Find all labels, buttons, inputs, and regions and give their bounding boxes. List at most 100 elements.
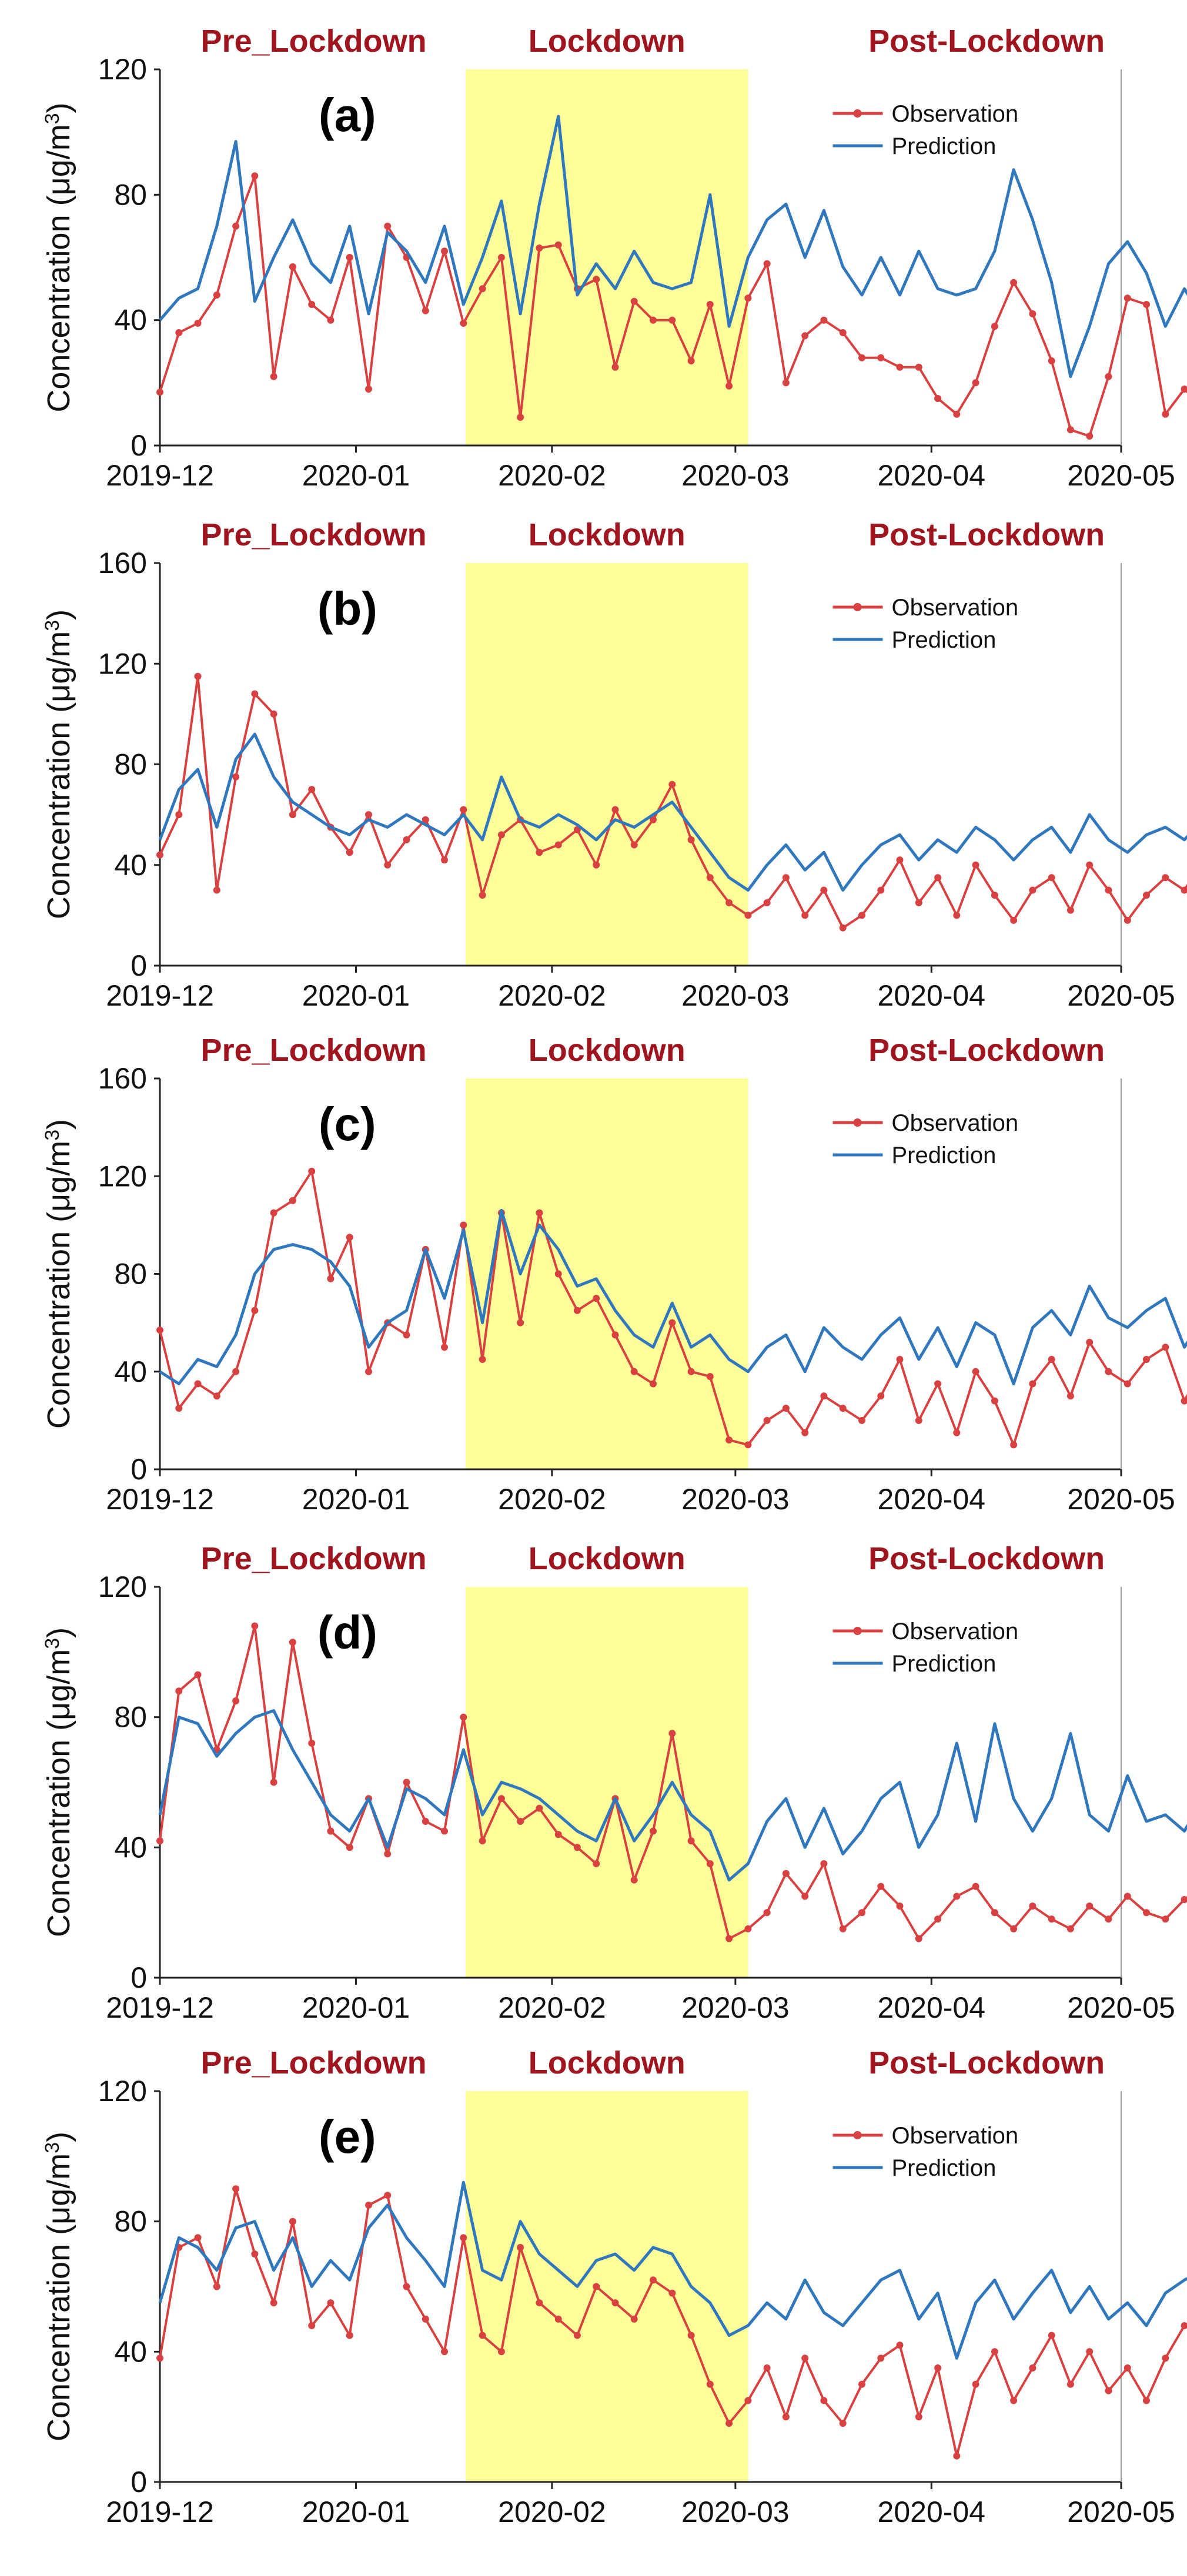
observation-point <box>801 332 809 340</box>
observation-point <box>896 1902 904 1910</box>
observation-point <box>650 2276 657 2284</box>
observation-point <box>346 2332 353 2339</box>
y-tick-label: 40 <box>114 304 147 337</box>
observation-point <box>706 301 714 308</box>
observation-point <box>384 1850 392 1858</box>
observation-point <box>953 2452 961 2460</box>
phase-label-post-lockdown: Post-Lockdown <box>868 24 1105 59</box>
observation-point <box>1086 433 1094 440</box>
observation-point <box>877 2354 885 2362</box>
observation-point <box>593 1295 600 1302</box>
y-tick-label: 40 <box>114 849 147 882</box>
observation-point <box>877 886 885 894</box>
observation-point <box>327 1275 335 1282</box>
observation-point <box>858 354 865 361</box>
observation-point <box>554 1270 562 1278</box>
observation-point <box>782 1870 790 1877</box>
observation-point <box>327 2299 335 2307</box>
observation-point <box>915 2413 922 2421</box>
panel-c: Pre_Lockdown Lockdown Post-Lockdown 0 40 80 12… <box>41 1033 1187 1516</box>
observation-point <box>915 899 922 906</box>
y-tick-label: 0 <box>131 1453 147 1486</box>
phase-label-post-lockdown: Post-Lockdown <box>868 2045 1105 2081</box>
observation-point <box>593 276 600 283</box>
observation-point <box>820 886 828 894</box>
observation-point <box>270 373 277 380</box>
observation-point <box>839 1405 847 1412</box>
lockdown-band <box>465 563 748 966</box>
x-tick-label: 2020-01 <box>302 1991 410 2024</box>
observation-point <box>194 2234 202 2242</box>
observation-point <box>1143 1356 1150 1363</box>
observation-point <box>403 2283 410 2290</box>
x-tick-label: 2020-05 <box>1067 1483 1175 1516</box>
observation-point <box>175 1405 183 1412</box>
observation-point <box>497 831 505 839</box>
observation-point <box>479 2332 486 2339</box>
phase-label-post-lockdown: Post-Lockdown <box>868 1033 1105 1068</box>
observation-point <box>858 912 865 919</box>
observation-point <box>289 1639 296 1646</box>
observation-point <box>460 806 467 813</box>
x-tick-label: 2020-03 <box>681 459 790 492</box>
observation-point <box>232 773 240 780</box>
observation-point <box>650 816 657 823</box>
y-tick-label: 160 <box>98 1062 147 1095</box>
observation-point <box>327 1827 335 1835</box>
y-tick-label: 80 <box>114 2205 147 2238</box>
x-tick-label: 2020-05 <box>1067 2495 1175 2528</box>
observation-point <box>1029 1380 1036 1388</box>
observation-point <box>1066 906 1074 914</box>
observation-point <box>554 841 562 849</box>
observation-point <box>725 1935 733 1942</box>
observation-point <box>763 1416 771 1424</box>
x-tick-label: 2020-02 <box>498 979 606 1012</box>
observation-point <box>554 2315 562 2323</box>
observation-point <box>156 2354 163 2362</box>
observation-point <box>156 1326 163 1334</box>
x-tick-label: 2020-01 <box>302 459 410 492</box>
observation-point <box>611 1331 619 1339</box>
observation-point <box>517 414 524 421</box>
observation-point <box>744 1441 752 1449</box>
phase-label-pre-lockdown: Pre_Lockdown <box>201 24 427 59</box>
y-tick-label: 40 <box>114 1355 147 1388</box>
observation-point <box>536 1209 543 1217</box>
observation-point <box>517 1818 524 1825</box>
observation-point <box>820 1392 828 1400</box>
observation-point <box>972 1368 979 1375</box>
observation-point <box>384 222 392 230</box>
observation-point <box>554 241 562 249</box>
observation-point <box>687 2332 695 2339</box>
observation-point <box>611 363 619 371</box>
observation-point <box>896 856 904 864</box>
observation-point <box>251 172 259 180</box>
prediction-line <box>159 1208 1187 1385</box>
legend: Observation Prediction <box>832 1110 1018 1168</box>
observation-point <box>460 1713 467 1721</box>
observation-point <box>346 1844 353 1851</box>
observation-point <box>573 2332 581 2339</box>
observation-point <box>422 1818 429 1825</box>
panel-a: Pre_Lockdown Lockdown Post-Lockdown 0 40 80 12… <box>41 24 1187 492</box>
x-tick-label: 2020-02 <box>498 1991 606 2024</box>
y-tick-label: 80 <box>114 748 147 781</box>
observation-point <box>289 811 296 819</box>
observation-point <box>1029 1902 1036 1910</box>
observation-point <box>687 1837 695 1845</box>
x-tick-label: 2020-03 <box>681 1483 790 1516</box>
y-tick-label: 120 <box>98 1570 147 1603</box>
observation-point <box>232 1368 240 1375</box>
observation-point <box>194 672 202 680</box>
observation-point <box>460 1221 467 1229</box>
y-tick-label: 0 <box>131 1961 147 1994</box>
observation-point <box>1162 410 1169 418</box>
observation-point <box>1048 2332 1055 2339</box>
observation-point <box>650 1380 657 1388</box>
observation-point <box>972 2380 979 2388</box>
observation-point <box>763 260 771 267</box>
observation-point <box>422 2315 429 2323</box>
observation-point <box>308 786 316 793</box>
observation-point <box>1124 294 1131 302</box>
